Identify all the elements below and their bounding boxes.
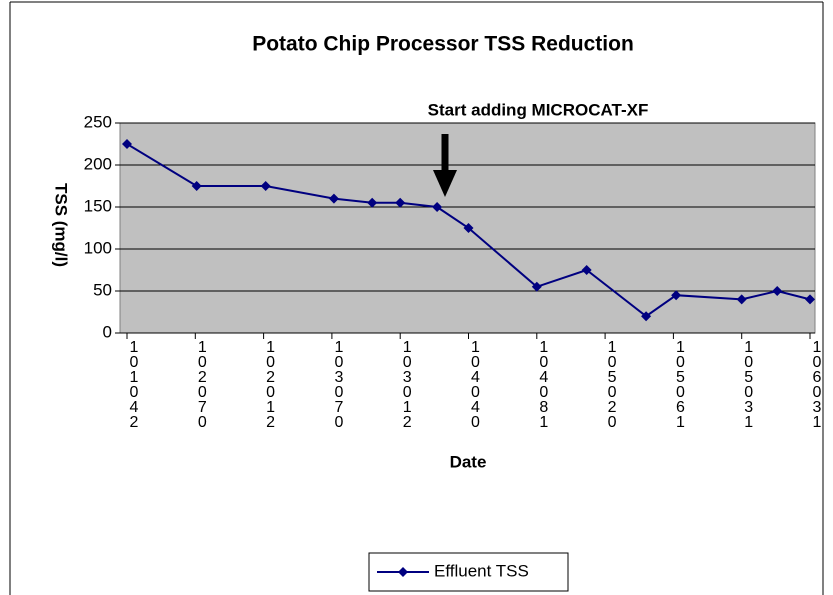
x-tick-label: 103012 bbox=[402, 339, 412, 431]
legend-marker bbox=[398, 567, 408, 577]
x-tick-label: 104081 bbox=[539, 339, 549, 431]
data-point bbox=[772, 286, 783, 296]
data-point bbox=[395, 197, 406, 208]
data-point bbox=[328, 193, 339, 204]
y-axis-title: TSS (mg/l) bbox=[52, 183, 71, 267]
x-tick-label: 104040 bbox=[471, 339, 480, 431]
annotation: Start adding MICROCAT-XF bbox=[428, 100, 649, 119]
x-tick-label: 105020 bbox=[607, 339, 617, 431]
data-point bbox=[367, 197, 378, 208]
data-point bbox=[260, 181, 271, 191]
legend-label: Effluent TSS bbox=[434, 561, 529, 580]
x-tick-label: 106031 bbox=[812, 339, 822, 431]
arrow-head bbox=[433, 170, 457, 197]
x-axis-title: Date bbox=[450, 452, 487, 471]
x-tick-label: 102012 bbox=[266, 339, 276, 431]
data-point bbox=[736, 294, 747, 305]
data-point bbox=[122, 139, 132, 149]
data-point bbox=[463, 223, 474, 233]
x-tick-label: 105031 bbox=[744, 339, 754, 431]
data-point bbox=[641, 311, 652, 322]
y-tick-label: 150 bbox=[84, 196, 112, 215]
x-tick-label: 105061 bbox=[675, 339, 685, 431]
data-point bbox=[191, 181, 202, 191]
data-point bbox=[581, 265, 592, 275]
data-point bbox=[432, 202, 443, 212]
x-tick-label: 101042 bbox=[129, 339, 139, 431]
y-tick-label: 0 bbox=[103, 322, 112, 341]
y-tick-label: 200 bbox=[84, 154, 112, 173]
y-tick-label: 50 bbox=[93, 280, 112, 299]
data-point bbox=[531, 281, 542, 292]
data-point bbox=[805, 294, 815, 305]
y-tick-label: 100 bbox=[84, 238, 112, 257]
x-tick-label: 102070 bbox=[197, 339, 207, 431]
data-point bbox=[671, 290, 682, 301]
y-tick-label: 250 bbox=[84, 112, 112, 131]
x-tick-label: 103070 bbox=[334, 339, 344, 431]
chart-title: Potato Chip Processor TSS Reduction bbox=[252, 33, 634, 56]
